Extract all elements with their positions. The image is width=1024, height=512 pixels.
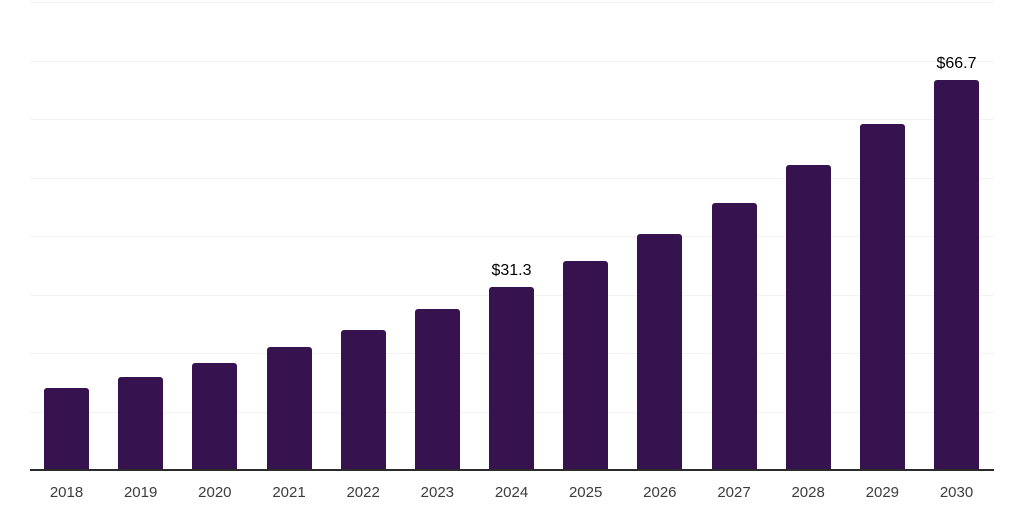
x-tick-2020: 2020	[198, 484, 232, 501]
x-axis-line	[30, 469, 994, 471]
x-tick-2028: 2028	[791, 484, 825, 501]
bar-value-label-2024: $31.3	[491, 261, 532, 279]
bar-2021	[266, 347, 312, 470]
bar-2029	[859, 123, 905, 470]
bar-2026	[637, 233, 683, 470]
bar-2027	[711, 202, 757, 470]
bar-2019	[118, 376, 164, 470]
gridline-60	[30, 119, 994, 120]
x-tick-2022: 2022	[346, 484, 380, 501]
x-tick-2023: 2023	[420, 484, 455, 501]
bar-2024	[489, 286, 534, 470]
x-tick-2030: 2030	[939, 484, 974, 501]
bar-2030	[934, 79, 979, 470]
bar-2025	[563, 261, 609, 470]
x-tick-2021: 2021	[272, 484, 306, 501]
x-tick-2018: 2018	[49, 484, 84, 501]
gridline-50	[30, 177, 994, 179]
bar-2020	[192, 362, 238, 470]
x-tick-2026: 2026	[643, 484, 677, 501]
x-tick-2024: 2024	[494, 484, 529, 501]
bar-value-label-2030: $66.7	[936, 54, 977, 72]
bar-2023	[414, 309, 460, 470]
gridline-70	[30, 60, 994, 62]
gridline-40	[30, 236, 994, 237]
x-tick-2027: 2027	[717, 484, 751, 501]
x-tick-2029: 2029	[865, 484, 900, 501]
bar-2022	[340, 330, 386, 470]
bar-2028	[785, 164, 831, 470]
x-tick-2025: 2025	[568, 484, 603, 501]
x-tick-2019: 2019	[123, 484, 158, 501]
bar-2018	[44, 388, 89, 470]
gridline-80	[30, 2, 994, 3]
